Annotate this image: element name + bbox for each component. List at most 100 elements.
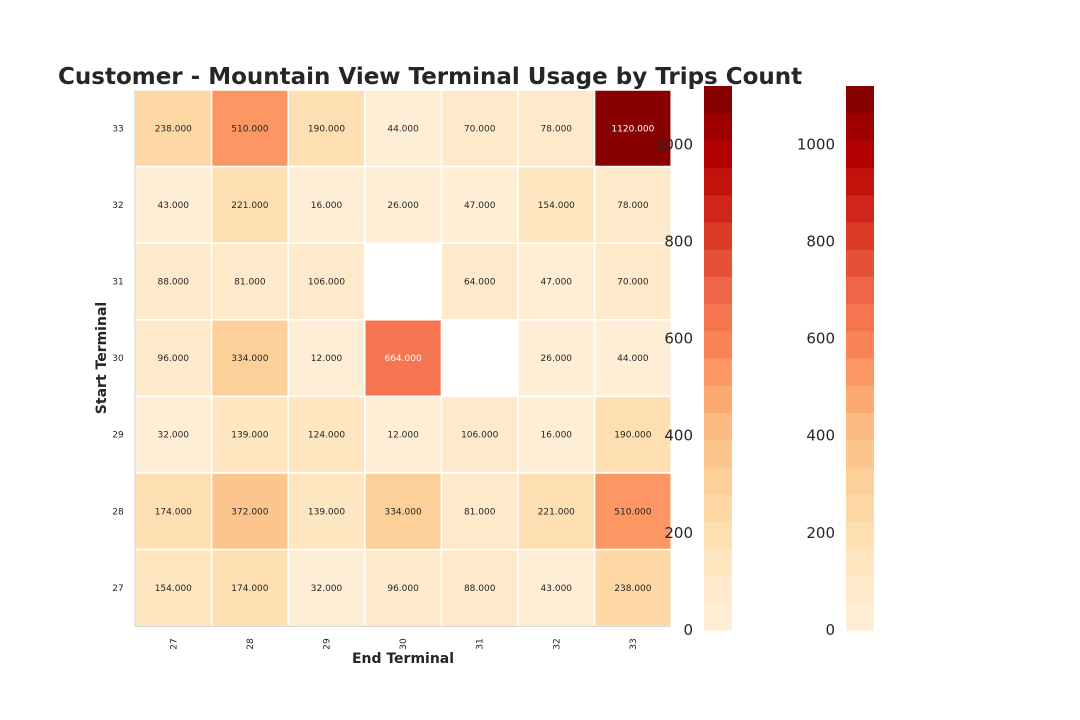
- colorbar-segment: [704, 86, 732, 114]
- colorbar-segment: [846, 385, 874, 413]
- x-tick-label: 27: [169, 638, 179, 649]
- cell-value-label: 221.000: [538, 507, 575, 517]
- cell-value-label: 106.000: [461, 431, 498, 441]
- colorbar-segment: [846, 548, 874, 577]
- cell-value-label: 43.000: [541, 584, 573, 594]
- cell-value-label: 32.000: [311, 584, 343, 594]
- colorbar-tick-label: 400: [806, 427, 835, 445]
- cell-value-label: 139.000: [231, 431, 268, 441]
- cell-value-label: 334.000: [384, 507, 421, 517]
- x-tick-label: 28: [246, 638, 256, 650]
- heatmap-cell: [517, 89, 596, 168]
- cell-value-label: 78.000: [617, 201, 649, 211]
- heatmap-cell: [364, 319, 443, 398]
- cell-value-label: 154.000: [155, 584, 192, 594]
- colorbar-tick-label: 1000: [655, 135, 693, 153]
- colorbar-segment: [704, 521, 732, 549]
- colorbar-segment: [704, 385, 732, 413]
- x-tick-label: 33: [629, 638, 639, 649]
- colorbar-segment: [704, 466, 732, 495]
- heatmap-cell: [593, 395, 672, 474]
- heatmap-cell: [440, 165, 519, 244]
- y-axis-label: Start Terminal: [94, 302, 110, 414]
- heatmap-cells: 238.000 510.000 190.000 44.000 70.000 78.000 1…: [134, 89, 672, 627]
- heatmap-cell: [287, 548, 366, 627]
- colorbar-segment: [704, 113, 732, 141]
- colorbar-segment: [846, 276, 874, 305]
- cell-value-label: 81.000: [464, 507, 496, 517]
- heatmap-cell: [440, 242, 519, 321]
- heatmap-cell: [134, 89, 213, 168]
- colorbar-segment: [846, 466, 874, 495]
- heatmap-cell: [517, 472, 596, 551]
- heatmap-cell: [593, 472, 672, 551]
- cell-value-label: 510.000: [614, 507, 651, 517]
- colorbar-segment: [846, 358, 874, 386]
- colorbar-segment: [704, 167, 732, 196]
- colorbar-segment: [846, 86, 874, 114]
- colorbar-segment: [846, 602, 874, 631]
- heatmap-cell: [210, 395, 289, 474]
- x-tick-label: 32: [552, 638, 562, 649]
- heatmap-cell: [134, 319, 213, 398]
- colorbar-segment: [846, 439, 874, 468]
- y-tick-label: 32: [112, 201, 123, 211]
- cell-value-label: 221.000: [231, 201, 268, 211]
- colorbar-segment: [704, 140, 732, 169]
- cell-value-label: 1120.000: [611, 124, 654, 134]
- colorbar-tick-label: 600: [806, 330, 835, 348]
- heatmap-cell: [287, 472, 366, 551]
- colorbar-segment: [704, 358, 732, 386]
- cell-value-label: 174.000: [231, 584, 268, 594]
- cell-value-label: 96.000: [387, 584, 419, 594]
- heatmap-cell: [593, 242, 672, 321]
- heatmap-cell: [593, 165, 672, 244]
- heatmap-cell: [287, 319, 366, 398]
- cell-value-label: 12.000: [311, 354, 343, 364]
- heatmap-cell: [440, 548, 519, 627]
- y-tick-labels: 33 32 31 30 29 28 27: [112, 124, 124, 594]
- cell-value-label: 26.000: [541, 354, 573, 364]
- cell-value-label: 70.000: [464, 124, 496, 134]
- colorbar-segment: [704, 249, 732, 277]
- colorbar-segment: [846, 113, 874, 141]
- cell-value-label: 154.000: [538, 201, 575, 211]
- colorbar-segment: [704, 494, 732, 522]
- cell-value-label: 238.000: [614, 584, 651, 594]
- colorbar-segment: [704, 548, 732, 577]
- colorbar-tick-label: 800: [664, 232, 693, 250]
- cell-value-label: 16.000: [541, 431, 573, 441]
- cell-value-label: 96.000: [158, 354, 190, 364]
- y-tick-label: 30: [112, 354, 124, 364]
- cell-value-label: 190.000: [614, 431, 651, 441]
- cell-value-label: 334.000: [231, 354, 268, 364]
- colorbar-secondary: 0 200 400 600 800 1000: [797, 86, 874, 639]
- colorbar-segment: [704, 330, 732, 359]
- y-tick-label: 33: [112, 124, 123, 134]
- heatmap-cell: [364, 472, 443, 551]
- cell-value-label: 16.000: [311, 201, 343, 211]
- heatmap-cell: [287, 242, 366, 321]
- colorbar-segment: [846, 494, 874, 522]
- cell-value-label: 174.000: [155, 507, 192, 517]
- heatmap-cell: [440, 395, 519, 474]
- cell-value-label: 238.000: [155, 124, 192, 134]
- heatmap-cell: [210, 89, 289, 168]
- colorbar-segment: [846, 521, 874, 549]
- colorbar-tick-label: 0: [825, 621, 835, 639]
- cell-value-label: 44.000: [387, 124, 419, 134]
- cell-value-label: 32.000: [158, 431, 190, 441]
- x-tick-label: 31: [476, 638, 486, 649]
- cell-value-label: 88.000: [464, 584, 496, 594]
- heatmap-cell: [210, 548, 289, 627]
- colorbar-segment: [704, 194, 732, 223]
- colorbar-segment: [704, 222, 732, 250]
- colorbar-segment: [846, 330, 874, 359]
- colorbar-segment: [846, 303, 874, 332]
- colorbar-tick-label: 0: [683, 621, 693, 639]
- cell-value-label: 124.000: [308, 431, 345, 441]
- colorbar-segment: [704, 602, 732, 631]
- cell-value-label: 88.000: [158, 278, 190, 288]
- heatmap-cell: [517, 548, 596, 627]
